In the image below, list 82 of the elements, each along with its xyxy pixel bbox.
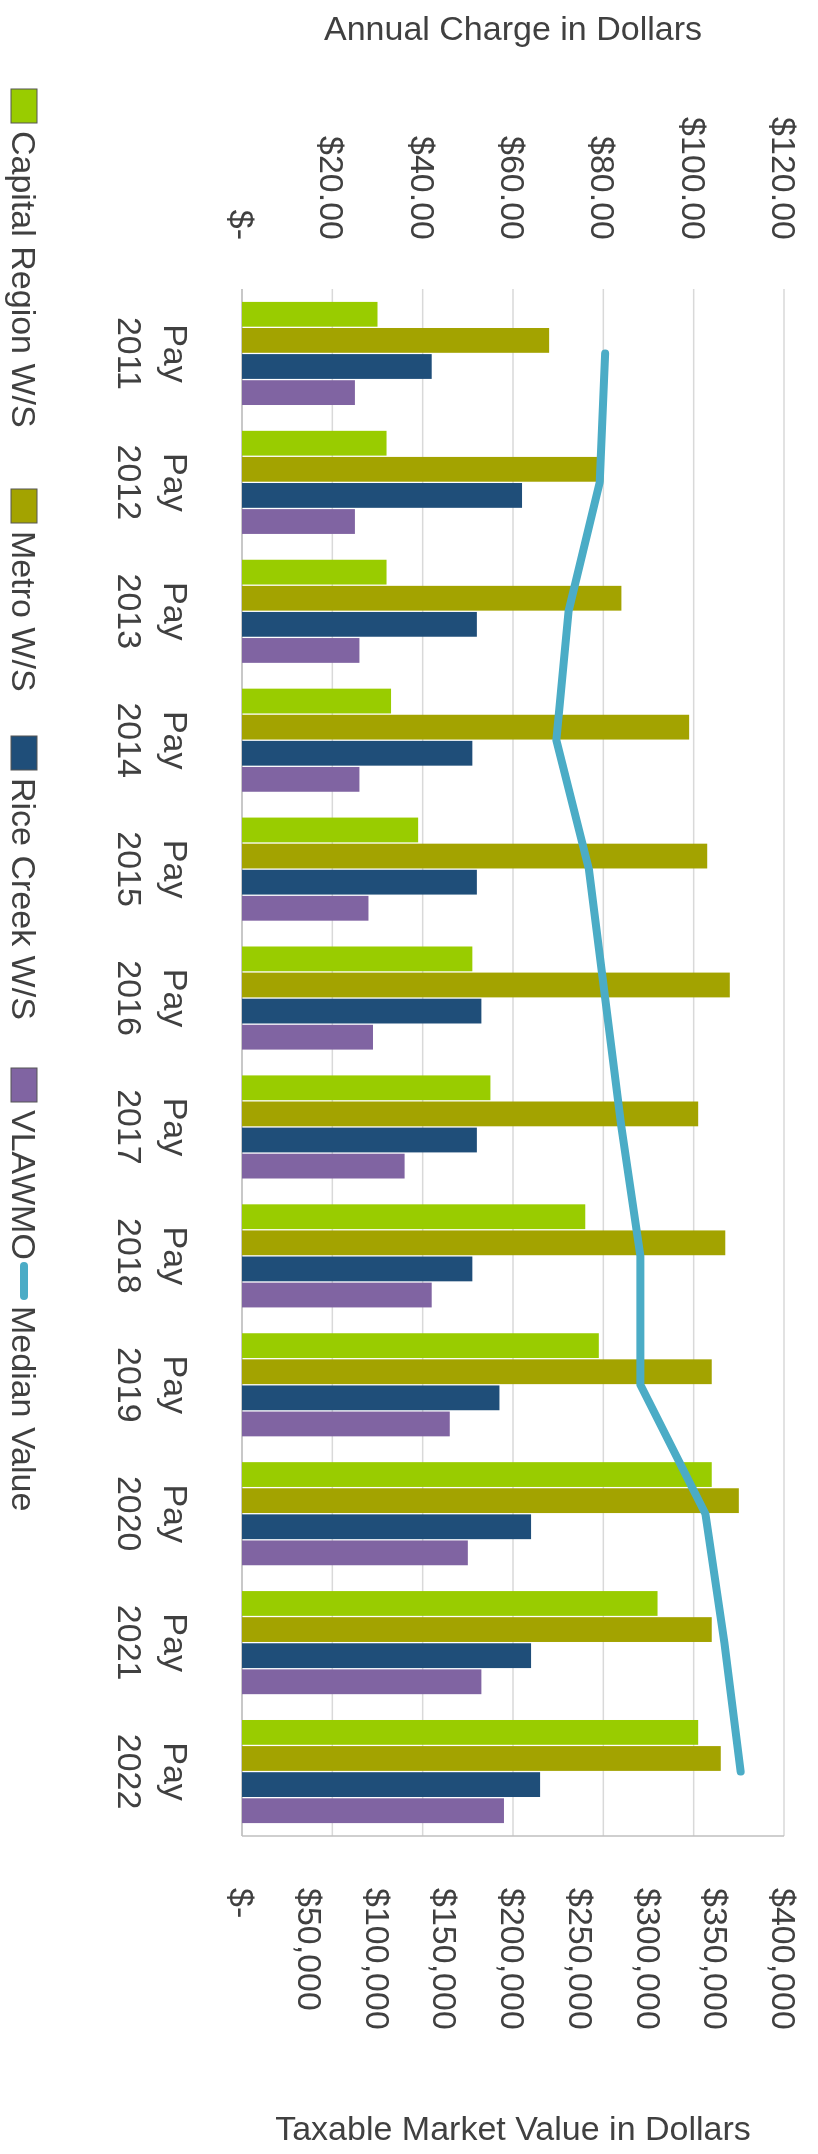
x2-tick-label: $300,000 (629, 1888, 668, 2030)
bar (242, 380, 355, 406)
y-tick-label: Pay 2016 (111, 960, 195, 1036)
x-tick-label: $- (223, 209, 261, 240)
bar (242, 1591, 658, 1616)
x-tick-label: $120.00 (765, 117, 803, 240)
bar (242, 1617, 712, 1642)
bar (242, 1024, 373, 1050)
bar (242, 430, 387, 456)
y-tick-label: Pay 2011 (111, 316, 195, 391)
x2-tick-label: $250,000 (561, 1888, 600, 2030)
y-tick-label: Pay 2022 (111, 1733, 195, 1810)
legend-label: Capital Region W/S (5, 131, 43, 428)
x2-tick-label: $200,000 (494, 1888, 532, 2030)
bar (242, 483, 523, 508)
bar (242, 354, 432, 379)
y-tick-label: Pay 2021 (111, 1604, 195, 1681)
bar (242, 611, 477, 637)
x2-axis-title: Taxable Market Value in Dollars (275, 2109, 751, 2147)
y-tick-label: Pay 2012 (111, 444, 195, 521)
legend-label: VLAWMO (5, 1110, 43, 1260)
x-axis-title: Annual Charge in Dollars (324, 9, 702, 47)
bar (242, 1075, 491, 1101)
bar (242, 1772, 541, 1797)
bar (242, 1669, 482, 1695)
bar (242, 1540, 468, 1566)
x2-tick-label: $400,000 (765, 1888, 803, 2030)
bar (242, 301, 378, 327)
y-tick-label: Pay 2019 (111, 1346, 195, 1423)
bar (242, 638, 360, 663)
bar (242, 740, 473, 766)
bar (242, 1385, 500, 1411)
bar (242, 946, 473, 972)
x-tick-label: $100.00 (674, 117, 713, 240)
bar (242, 509, 355, 534)
bar (242, 1282, 432, 1308)
bar (242, 817, 419, 843)
x2-tick-label: $50,000 (290, 1888, 329, 2011)
y-tick-label: Pay 2013 (111, 573, 195, 650)
legend-label: Rice Creek W/S (5, 778, 43, 1020)
bar (242, 714, 690, 740)
y-tick-label: Pay 2018 (111, 1218, 195, 1294)
y-tick-label: Pay 2015 (111, 831, 195, 907)
bar (242, 1643, 532, 1669)
bar (242, 1153, 405, 1179)
bar (242, 998, 482, 1024)
y-tick-label: Pay 2017 (111, 1089, 195, 1165)
bar (242, 1101, 699, 1127)
bar (242, 1488, 739, 1514)
bar (242, 1204, 586, 1230)
bar (242, 1333, 599, 1359)
y-tick-label: Pay 2020 (111, 1475, 195, 1552)
y-tick-label: Pay 2014 (111, 702, 195, 779)
bar (242, 1359, 712, 1385)
bar (242, 1719, 699, 1745)
bar (242, 1746, 721, 1771)
x2-tick-label: $- (223, 1888, 261, 1919)
bar (242, 972, 730, 998)
x-tick-label: $40.00 (403, 136, 442, 240)
bar (242, 585, 622, 611)
bar (242, 843, 708, 869)
bar (242, 1127, 477, 1153)
bar (242, 1230, 726, 1256)
bar (242, 895, 369, 921)
bar (242, 869, 477, 895)
bar (242, 1462, 712, 1487)
bar (242, 688, 392, 714)
x-tick-label: $80.00 (584, 136, 623, 240)
bar (242, 328, 550, 353)
bar (242, 1256, 473, 1282)
x2-tick-label: $350,000 (697, 1888, 736, 2030)
x-tick-label: $20.00 (313, 136, 352, 240)
x2-tick-label: $100,000 (358, 1888, 397, 2030)
bar (242, 766, 360, 792)
legend-label: Median Value (5, 1306, 43, 1512)
x-tick-label: $60.00 (494, 136, 532, 240)
bar (242, 1798, 504, 1824)
bar (242, 559, 387, 585)
bar (242, 1411, 450, 1437)
bar (242, 1514, 532, 1540)
x2-tick-label: $150,000 (426, 1888, 465, 2030)
legend-label: Metro W/S (5, 531, 43, 692)
